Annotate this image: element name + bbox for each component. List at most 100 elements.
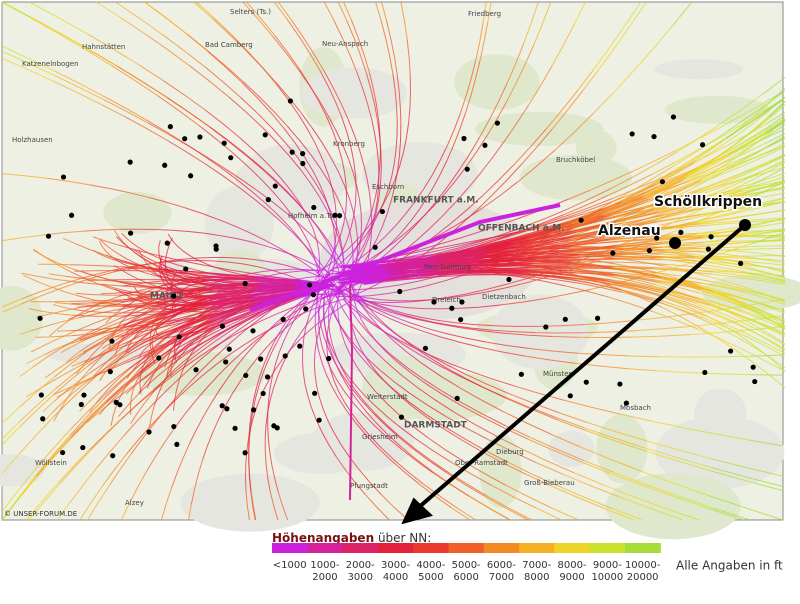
track — [101, 293, 114, 294]
place-label: Neu-Anspach — [322, 40, 368, 48]
waypoint — [373, 245, 378, 250]
legend-label: 20000 — [627, 572, 659, 583]
place-label: Bad Camberg — [205, 41, 253, 49]
legend-label: 2000- — [346, 560, 375, 571]
place-label: Pfungstadt — [350, 482, 388, 490]
waypoint — [288, 98, 293, 103]
waypoint — [337, 213, 342, 218]
waypoint — [162, 163, 167, 168]
legend-swatch — [378, 543, 414, 553]
marker-label: Schöllkrippen — [654, 194, 762, 210]
waypoint — [197, 134, 202, 139]
waypoint — [60, 450, 65, 455]
place-label: OFFENBACH a.M. — [478, 224, 565, 234]
waypoint — [332, 213, 337, 218]
waypoint — [114, 400, 119, 405]
waypoint — [617, 381, 622, 386]
place-label: Groß-Bieberau — [524, 479, 575, 487]
waypoint — [223, 359, 228, 364]
waypoint — [109, 339, 114, 344]
waypoint — [728, 348, 733, 353]
waypoint — [455, 396, 460, 401]
waypoint — [171, 424, 176, 429]
place-label: DARMSTADT — [404, 421, 468, 431]
place-label: Neu-Isenburg — [424, 263, 471, 271]
waypoint — [584, 380, 589, 385]
waypoint — [250, 328, 255, 333]
waypoint — [465, 167, 470, 172]
waypoint — [326, 356, 331, 361]
copyright: © UNSER-FORUM.DE — [4, 510, 77, 518]
waypoint — [543, 324, 548, 329]
waypoint — [165, 241, 170, 246]
legend-label: <1000 — [273, 560, 307, 571]
legend-label: 3000 — [348, 572, 373, 583]
legend-label: 1000- — [310, 560, 339, 571]
terrain — [274, 433, 370, 474]
waypoint — [128, 231, 133, 236]
waypoint — [459, 299, 464, 304]
marker — [669, 237, 681, 249]
waypoint — [273, 183, 278, 188]
place-label: Griesheim — [362, 433, 398, 441]
waypoint — [563, 317, 568, 322]
legend-title: Höhenangaben über NN: — [272, 531, 431, 545]
waypoint — [399, 415, 404, 420]
waypoint — [630, 131, 635, 136]
place-label: Katzenelnbogen — [22, 60, 79, 68]
legend-title-rest: über NN: — [378, 531, 431, 545]
waypoint — [568, 393, 573, 398]
waypoint — [312, 391, 317, 396]
waypoint — [243, 281, 248, 286]
legend-label: 5000- — [452, 560, 481, 571]
waypoint — [183, 266, 188, 271]
track — [624, 257, 665, 258]
waypoint — [156, 355, 161, 360]
waypoint — [108, 369, 113, 374]
waypoint — [482, 143, 487, 148]
waypoint — [595, 316, 600, 321]
waypoint — [266, 197, 271, 202]
place-label: Kronberg — [333, 140, 365, 148]
waypoint — [458, 317, 463, 322]
legend-label: 8000- — [558, 560, 587, 571]
waypoint — [311, 292, 316, 297]
waypoint — [61, 174, 66, 179]
waypoint — [702, 370, 707, 375]
legend-label: 9000- — [593, 560, 622, 571]
legend-label: 4000 — [383, 572, 408, 583]
track — [751, 256, 785, 257]
waypoint — [610, 251, 615, 256]
waypoint — [80, 445, 85, 450]
place-label: Wöllstein — [35, 459, 67, 467]
waypoint — [317, 418, 322, 423]
waypoint — [423, 346, 428, 351]
place-label: Eschborn — [372, 183, 404, 191]
legend-label: 4000- — [416, 560, 445, 571]
waypoint — [283, 353, 288, 358]
place-label: Dietzenbach — [482, 293, 526, 301]
waypoint — [461, 136, 466, 141]
place-label: Hahnstätten — [82, 43, 125, 51]
legend-label: 6000- — [487, 560, 516, 571]
waypoint — [495, 120, 500, 125]
waypoint — [220, 324, 225, 329]
waypoint — [168, 124, 173, 129]
waypoint — [671, 114, 676, 119]
place-label: Selters (Ts.) — [230, 8, 271, 16]
track — [719, 356, 751, 357]
waypoint — [220, 403, 225, 408]
place-label: Mosbach — [620, 404, 651, 412]
legend-title-bold: Höhenangaben — [272, 531, 374, 545]
waypoint — [706, 247, 711, 252]
waypoint — [700, 142, 705, 147]
terrain — [654, 59, 743, 79]
marker-label: Alzenau — [598, 223, 661, 239]
track — [744, 235, 785, 236]
waypoint — [40, 416, 45, 421]
place-label: Weiterstadt — [367, 393, 408, 401]
legend-swatch — [272, 543, 308, 553]
waypoint — [171, 294, 176, 299]
waypoint — [46, 234, 51, 239]
